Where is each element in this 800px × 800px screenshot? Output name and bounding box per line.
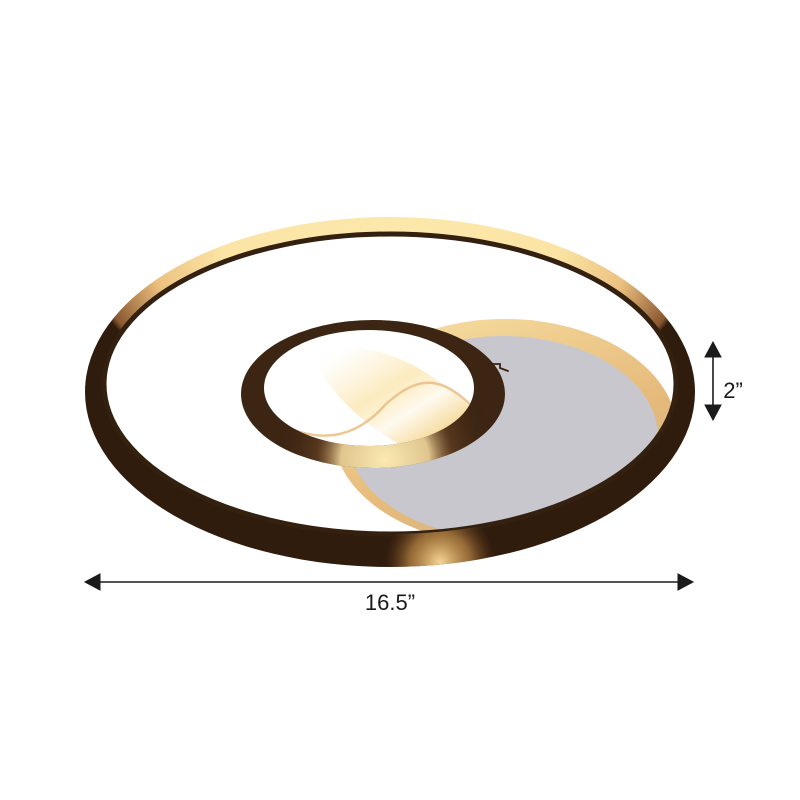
svg-text:2”: 2”	[723, 378, 743, 403]
svg-text:16.5”: 16.5”	[365, 590, 415, 615]
